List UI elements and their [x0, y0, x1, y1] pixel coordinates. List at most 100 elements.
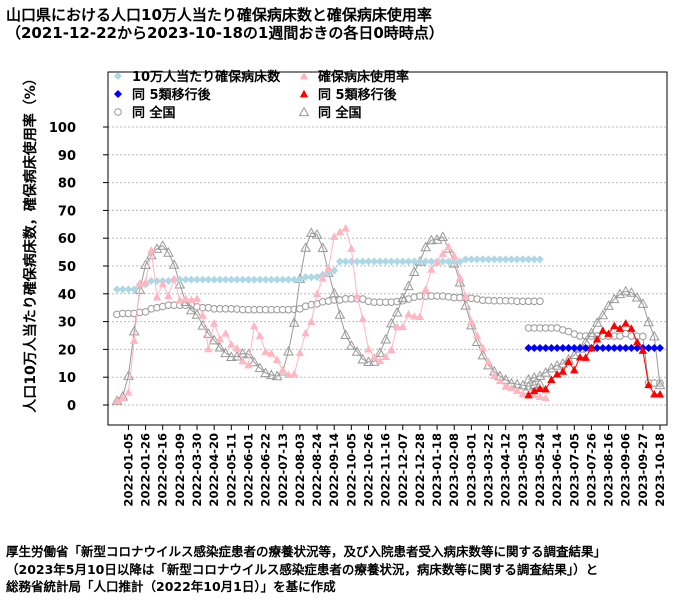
data-point [495, 255, 504, 264]
data-point [124, 388, 133, 396]
data-point [347, 244, 356, 252]
data-point [147, 277, 156, 286]
data-point [215, 334, 225, 343]
data-point [432, 257, 442, 266]
data-point [604, 329, 613, 337]
data-point [267, 275, 276, 284]
data-point [398, 322, 407, 330]
data-point [603, 300, 614, 310]
data-point [530, 390, 539, 399]
data-point [233, 275, 242, 284]
data-point [187, 275, 196, 284]
x-tick-label: 2023-09-06 [619, 433, 633, 507]
data-point [655, 389, 665, 398]
data-point [118, 285, 127, 294]
data-point [410, 312, 419, 320]
data-point [375, 356, 385, 365]
data-point [181, 294, 190, 303]
data-point [260, 367, 271, 378]
data-point [564, 357, 573, 365]
data-point [157, 240, 169, 250]
x-tick-label: 2023-05-24 [533, 433, 547, 507]
data-point [631, 291, 643, 302]
data-point [192, 294, 202, 302]
data-point [530, 255, 539, 264]
data-point [507, 383, 516, 392]
data-point [210, 275, 219, 284]
x-tick-label: 2023-10-18 [653, 433, 667, 507]
data-point [238, 356, 247, 365]
data-point [592, 334, 602, 343]
legend-label: 同 全国 [318, 105, 362, 121]
data-point [191, 309, 203, 319]
series-usage_pref_post [524, 319, 665, 399]
data-series [111, 223, 666, 405]
data-point [261, 275, 270, 284]
data-point [403, 280, 414, 291]
data-point [461, 255, 470, 264]
data-point [250, 275, 259, 284]
data-point [204, 275, 213, 284]
data-point [130, 285, 139, 294]
data-point [158, 279, 167, 288]
y-tick-label: 20 [58, 343, 76, 358]
x-tick-label: 2023-07-26 [584, 433, 598, 507]
data-point [518, 389, 528, 398]
data-point [427, 257, 436, 266]
y-tick-label: 80 [58, 177, 76, 192]
data-point [391, 306, 403, 317]
data-point [353, 257, 362, 266]
data-point [185, 304, 197, 315]
data-point [444, 242, 453, 250]
source-note-line: （2023年5月10日以降は「新型コロナウイルス感染症患者の療養状況，病床数等に… [6, 562, 599, 577]
x-tick-label: 2022-10-05 [344, 433, 358, 507]
data-point [368, 356, 380, 366]
data-point [553, 344, 562, 353]
data-point [490, 371, 499, 380]
series-usage_pref [112, 223, 550, 405]
data-point [541, 344, 550, 353]
data-point [198, 275, 207, 284]
data-point [284, 370, 293, 379]
data-point [404, 257, 413, 266]
data-point [637, 298, 649, 308]
data-point [330, 232, 339, 240]
data-point [255, 275, 264, 284]
data-point [507, 255, 516, 264]
x-tick-label: 2022-03-09 [173, 433, 187, 507]
legend-marker [114, 108, 122, 116]
data-point [639, 332, 647, 341]
data-point [181, 275, 190, 284]
data-point [221, 275, 230, 284]
data-point [164, 277, 173, 286]
data-point [198, 311, 207, 319]
series-line [528, 290, 661, 386]
data-point [644, 380, 653, 389]
y-tick-label: 60 [58, 232, 76, 247]
data-point [524, 255, 533, 264]
data-point [524, 390, 533, 399]
data-point [227, 275, 236, 284]
series-usage_national [111, 227, 666, 405]
data-point [328, 287, 340, 298]
data-point [307, 317, 316, 325]
data-point [249, 321, 259, 330]
data-point [610, 344, 619, 353]
data-point [444, 257, 453, 266]
data-point [421, 257, 430, 266]
data-point [164, 291, 173, 300]
data-point [397, 292, 409, 303]
data-point [290, 275, 299, 284]
y-axis-label-group: 人口10万人当たり確保病床数，確保病床使用率（%） [22, 71, 39, 413]
data-point [381, 352, 390, 360]
data-point [272, 355, 282, 364]
x-tick-label: 2023-02-08 [447, 433, 461, 507]
data-point [598, 326, 608, 334]
y-tick-label: 90 [58, 149, 76, 164]
data-point [197, 319, 209, 330]
data-point [484, 255, 493, 264]
x-tick-label: 2022-08-03 [293, 433, 307, 507]
data-point [410, 257, 419, 266]
data-point [558, 344, 567, 353]
data-point [541, 384, 550, 393]
